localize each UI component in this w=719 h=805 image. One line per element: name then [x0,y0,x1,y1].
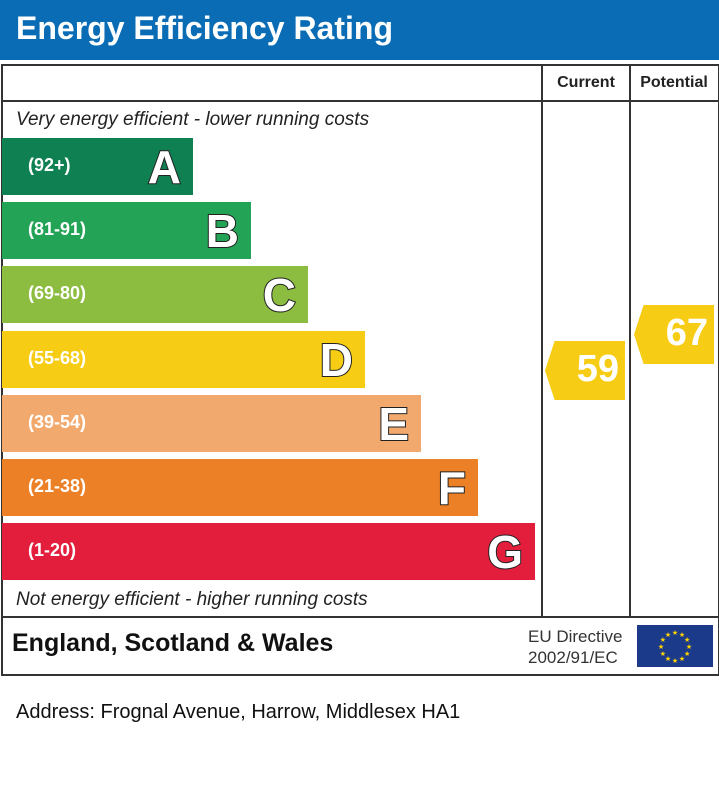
star-icon: ★ [684,650,690,658]
column-divider [541,64,543,617]
footer-divider [1,616,718,618]
region-label: England, Scotland & Wales [12,629,334,657]
bar-range-label: (92+) [28,155,71,175]
top-note: Very energy efficient - lower running co… [16,109,370,130]
star-icon: ★ [665,631,671,639]
column-divider [629,64,631,617]
address: Address: Frognal Avenue, Harrow, Middles… [16,701,461,723]
column-header-potential: Potential [640,74,708,91]
star-icon: ★ [665,655,671,663]
bar-range-label: (1-20) [28,540,77,560]
rating-bar-b: (81-91) B [2,202,251,259]
bottom-note: Not energy efficient - higher running co… [16,589,368,610]
bar-letter: D [319,333,354,387]
potential-rating-value: 67 [665,312,708,354]
bar-range-label: (39-54) [28,412,87,432]
eu-directive: EU Directive 2002/91/EC [528,626,622,668]
star-icon: ★ [679,631,685,639]
star-icon: ★ [684,636,690,644]
rating-bar-e: (39-54) E [2,395,421,452]
star-icon: ★ [672,629,678,637]
header-row-divider [1,100,718,102]
rating-bar-d: (55-68) D [2,331,365,388]
directive-line1: EU Directive [528,627,623,646]
star-icon: ★ [660,636,666,644]
bar-letter: G [486,525,524,579]
bar-letter: B [205,204,240,258]
rating-bar-f: (21-38) F [2,459,478,516]
star-icon: ★ [658,643,664,651]
bar-letter: A [147,140,182,194]
bar-letter: E [377,397,410,451]
bar-range-label: (21-38) [28,476,87,496]
star-icon: ★ [660,650,666,658]
bar-range-label: (81-91) [28,219,87,239]
column-header-current: Current [557,74,615,91]
rating-bar-c: (69-80) C [2,266,308,323]
bar-range-label: (69-80) [28,283,87,303]
current-rating-arrow: 59 [545,341,625,400]
star-icon: ★ [686,643,692,651]
bar-range-label: (55-68) [28,348,87,368]
star-icon: ★ [672,657,678,665]
header-bar: Energy Efficiency Rating [0,0,719,60]
rating-bar-a: (92+) A [2,138,193,195]
rating-bar-g: (1-20) G [2,523,535,580]
directive-line2: 2002/91/EC [528,648,618,667]
bar-letter: C [262,268,297,322]
bar-letter: F [437,461,467,515]
page-title: Energy Efficiency Rating [16,10,393,46]
star-icon: ★ [679,655,685,663]
eu-flag-icon: ★ ★ ★ ★ ★ ★ ★ ★ ★ ★ ★ ★ [637,625,713,667]
potential-rating-arrow: 67 [634,305,714,364]
current-rating-value: 59 [576,348,619,390]
